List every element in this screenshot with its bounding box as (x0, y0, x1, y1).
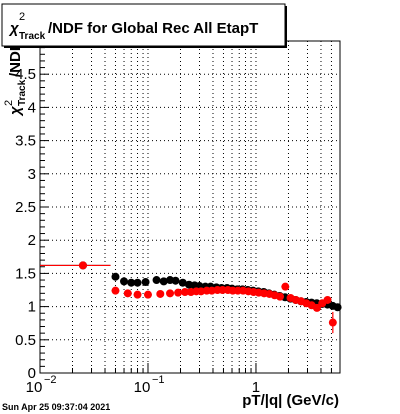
x-tick-label-base: 1 (252, 379, 260, 396)
y-axis-title-rest: /NDF (7, 42, 24, 77)
series-red (40, 261, 337, 334)
y-tick-label: 2.5 (15, 199, 36, 216)
data-point (133, 278, 142, 287)
data-point (156, 289, 165, 298)
y-tick-label: 4 (28, 99, 36, 116)
title-sub: Track (19, 31, 46, 42)
y-axis-title-sub: Track (17, 79, 28, 106)
y-tick-label: 3.5 (15, 133, 36, 150)
data-point (133, 290, 142, 299)
title-box-shadow (285, 6, 287, 48)
timestamp: Sun Apr 25 09:37:04 2021 (2, 402, 110, 412)
data-point (171, 276, 180, 285)
data-point (141, 278, 150, 287)
y-tick-label: 1.5 (15, 265, 36, 282)
x-axis-title: pT/|q| (GeV/c) (242, 392, 339, 409)
y-axis-title-sup: 2 (3, 100, 15, 106)
data-point (143, 290, 152, 299)
y-tick-label: 3 (28, 166, 36, 183)
data-point (159, 277, 168, 286)
data-point (174, 288, 183, 297)
x-tick-label-exp: −1 (152, 374, 165, 386)
grid (40, 41, 341, 373)
y-axis-title: χ 2 Track /NDF (3, 42, 28, 117)
chart-title: χ 2 Track /NDF for Global Rec All EtapT (8, 11, 258, 42)
axes: 00.511.522.533.544.510 −2 10 −1 1 (15, 40, 341, 396)
data-point (120, 277, 129, 286)
data-point (328, 318, 337, 327)
data-point (276, 292, 285, 301)
title-rest: /NDF for Global Rec All EtapT (48, 20, 258, 37)
data-point (127, 278, 136, 287)
y-tick-label: 2 (28, 232, 36, 249)
x-tick-label-base: 10 (134, 379, 151, 396)
data-point (111, 286, 120, 295)
data-point (312, 303, 321, 312)
data-point (166, 289, 175, 298)
title-box (1, 3, 286, 47)
data-point (180, 287, 189, 296)
x-tick-label: 1 (252, 379, 260, 396)
data-point (123, 289, 132, 298)
title-sup: 2 (19, 11, 25, 23)
x-tick-label: 10 −1 (134, 374, 165, 396)
title-box-shadow-bottom (4, 46, 287, 48)
y-tick-label: 1 (28, 299, 36, 316)
data-point (111, 272, 120, 281)
data-point (78, 261, 87, 270)
plot-frame (39, 40, 341, 374)
x-tick-label-exp: −2 (44, 374, 57, 386)
title-chi: χ (8, 20, 20, 37)
y-tick-label: 0 (28, 365, 36, 382)
x-tick-label-base: 10 (26, 379, 43, 396)
y-axis-title-chi: χ (7, 105, 24, 117)
x-tick-label: 10 −2 (26, 374, 57, 396)
data-point (178, 278, 187, 287)
data-point (152, 276, 161, 285)
data-point (323, 295, 332, 304)
data-point (333, 303, 342, 312)
y-tick-label: 4.5 (15, 66, 36, 83)
data-point (281, 282, 290, 291)
y-tick-label: 0.5 (15, 332, 36, 349)
